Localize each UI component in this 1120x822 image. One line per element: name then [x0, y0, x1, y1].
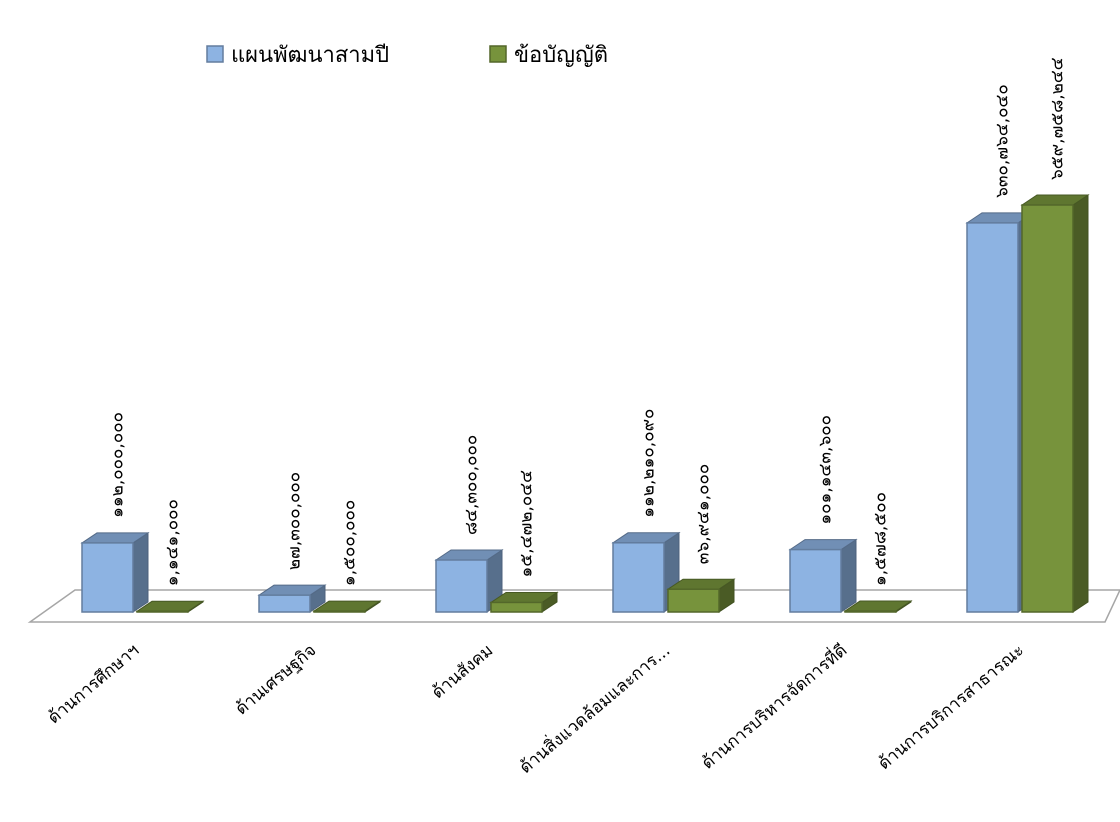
- bar-front: [258, 594, 311, 613]
- value-label: ๑๑๒,๒๑๐,๐๙๐: [639, 409, 659, 518]
- value-label: ๑,๕๗๘,๕๐๐: [871, 492, 891, 586]
- bar-side: [1072, 194, 1089, 613]
- x-tick-label: ด้านเศรษฐกิจ: [232, 641, 321, 720]
- value-label: ๑๑๒,๐๐๐,๐๐๐: [108, 412, 128, 518]
- legend-label: แผนพัฒนาสามปี: [231, 43, 389, 68]
- value-label: ๑,๕๐๐,๐๐๐: [340, 500, 360, 586]
- x-tick-label: ด้านการบริหารจัดการที่ดี: [696, 638, 851, 773]
- bar-front: [844, 610, 897, 613]
- bar-front: [667, 588, 720, 613]
- legend-swatch: [206, 45, 224, 63]
- bar: [843, 600, 913, 613]
- value-label: ๑๕,๔๗๒,๐๔๔: [517, 470, 537, 578]
- bar: [312, 600, 382, 613]
- legend-label: ข้อบัญญัติ: [514, 43, 608, 68]
- value-label: ๖๕๙,๗๕๘,๒๔๔: [1048, 57, 1068, 180]
- bar: [666, 578, 736, 613]
- bar-front: [136, 610, 189, 613]
- value-label: ๑,๑๔๑,๐๐๐: [163, 499, 183, 586]
- bar-front: [1021, 204, 1074, 613]
- x-tick-label: ด้านสังคม: [428, 641, 497, 704]
- bar-front: [490, 601, 543, 613]
- x-tick-label: ด้านการบริการสาธารณะ: [874, 641, 1028, 775]
- bar-front: [81, 542, 134, 613]
- value-label: ๑๐๑,๑๔๓,๖๐๐: [816, 415, 836, 525]
- bar-front: [313, 610, 366, 613]
- value-label: ๘๔,๓๐๐,๐๐๐: [462, 435, 482, 535]
- x-tick-label: ด้านการศึกษาฯ: [44, 641, 143, 729]
- bar-front: [435, 559, 488, 613]
- bar-front: [612, 542, 665, 613]
- value-label: ๓๖,๙๔๑,๐๐๐: [694, 464, 714, 564]
- bar: [80, 531, 150, 613]
- bar-side: [132, 531, 149, 613]
- bar-front: [966, 222, 1019, 613]
- bar: [489, 591, 559, 613]
- bar: [135, 600, 205, 613]
- bar: [788, 538, 858, 613]
- x-tick-label: ด้านสิ่งแวดล้อมและการ...: [514, 638, 674, 778]
- legend-swatch: [489, 45, 507, 63]
- bar: [257, 584, 327, 613]
- bar-side: [840, 538, 857, 613]
- bar: [434, 549, 504, 613]
- value-label: ๒๗,๓๐๐,๐๐๐: [285, 472, 305, 570]
- value-label: ๖๓๐,๗๖๔,๐๔๐: [993, 84, 1013, 198]
- bar-front: [789, 548, 842, 613]
- bar: [1020, 194, 1090, 613]
